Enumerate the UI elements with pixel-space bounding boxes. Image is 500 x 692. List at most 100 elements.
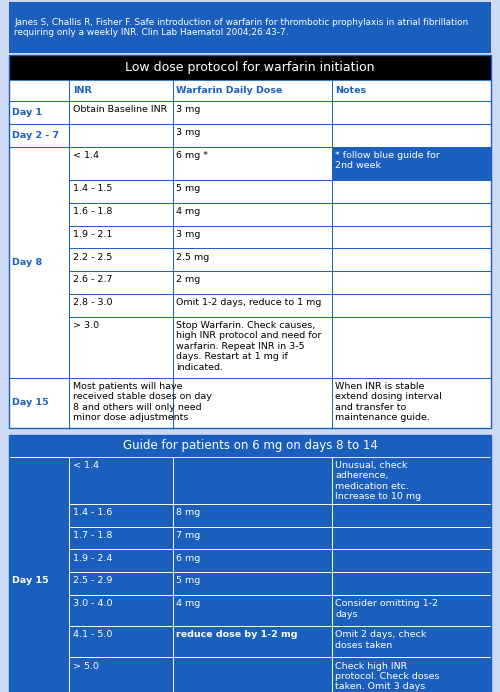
Bar [9, 147, 69, 378]
Bar [173, 271, 332, 294]
Bar [332, 572, 491, 595]
Text: Omit 2 days, check
doses taken: Omit 2 days, check doses taken [336, 630, 427, 650]
Bar [332, 180, 491, 203]
Bar [332, 248, 491, 271]
Text: Day 1: Day 1 [12, 108, 42, 117]
Text: Day 8: Day 8 [12, 257, 43, 267]
Text: 2.5 - 2.9: 2.5 - 2.9 [73, 576, 112, 585]
Bar [332, 378, 491, 428]
Bar [332, 271, 491, 294]
Bar [9, 55, 491, 428]
Text: 2.8 - 3.0: 2.8 - 3.0 [73, 298, 112, 307]
Text: * follow blue guide for
2nd week: * follow blue guide for 2nd week [336, 151, 440, 170]
Bar [69, 101, 173, 124]
Text: 1.4 - 1.6: 1.4 - 1.6 [73, 508, 112, 517]
Bar [332, 626, 491, 657]
Bar [173, 180, 332, 203]
Bar [69, 457, 173, 504]
Bar [69, 80, 173, 101]
Bar [69, 657, 173, 692]
Bar [332, 657, 491, 692]
Bar [9, 457, 69, 692]
Bar [69, 595, 173, 626]
Bar [69, 180, 173, 203]
Bar [173, 101, 332, 124]
Bar [69, 317, 173, 378]
Bar [9, 435, 491, 457]
Bar [9, 80, 69, 101]
Bar [69, 527, 173, 549]
Text: 1.9 - 2.1: 1.9 - 2.1 [73, 230, 112, 239]
Bar [69, 626, 173, 657]
Text: Obtain Baseline INR: Obtain Baseline INR [73, 105, 167, 114]
Bar [332, 317, 491, 378]
Bar [9, 317, 69, 378]
Bar [173, 527, 332, 549]
Bar [173, 572, 332, 595]
Bar [9, 378, 69, 428]
Bar [9, 124, 69, 147]
Bar [69, 124, 173, 147]
Bar [173, 124, 332, 147]
Text: 2.6 - 2.7: 2.6 - 2.7 [73, 275, 112, 284]
Bar [332, 124, 491, 147]
Text: 3 mg: 3 mg [176, 128, 201, 137]
Text: 6 mg *: 6 mg * [176, 151, 208, 160]
Bar [69, 147, 173, 180]
Bar [332, 80, 491, 101]
Text: 1.6 - 1.8: 1.6 - 1.8 [73, 207, 112, 216]
Text: Most patients will have
received stable doses on day
8 and others will only need: Most patients will have received stable … [73, 382, 212, 422]
Bar [69, 626, 173, 657]
Text: INR: INR [73, 86, 92, 95]
Text: 4.1 - 5.0: 4.1 - 5.0 [73, 630, 112, 639]
Text: reduce dose by 1-2 mg: reduce dose by 1-2 mg [176, 630, 298, 639]
Bar [9, 457, 69, 692]
Bar [332, 504, 491, 527]
Bar [173, 248, 332, 271]
Bar [332, 595, 491, 626]
Bar [332, 180, 491, 203]
Text: 5 mg: 5 mg [176, 576, 201, 585]
Bar [69, 203, 173, 226]
Text: 4 mg: 4 mg [176, 207, 201, 216]
Bar [69, 378, 173, 428]
Text: 3.0 - 4.0: 3.0 - 4.0 [73, 599, 112, 608]
Bar [332, 549, 491, 572]
Bar [9, 101, 69, 124]
Text: 1.7 - 1.8: 1.7 - 1.8 [73, 531, 112, 540]
Bar [9, 457, 69, 692]
Bar [69, 124, 173, 147]
Bar [332, 527, 491, 549]
Bar [332, 549, 491, 572]
Bar [69, 271, 173, 294]
Text: 4 mg: 4 mg [176, 599, 201, 608]
Text: 1.9 - 2.4: 1.9 - 2.4 [73, 554, 112, 563]
Bar [173, 226, 332, 248]
Text: 2.5 mg: 2.5 mg [176, 253, 210, 262]
Bar [9, 378, 69, 428]
Bar [173, 147, 332, 180]
Bar [69, 317, 173, 378]
Text: 2 mg: 2 mg [176, 275, 201, 284]
Bar [9, 2, 491, 53]
Bar [332, 124, 491, 147]
Bar [69, 248, 173, 271]
Bar [332, 147, 491, 180]
Bar [173, 595, 332, 626]
Text: 1.4 - 1.5: 1.4 - 1.5 [73, 184, 112, 193]
Bar [173, 317, 332, 378]
Text: Day 15: Day 15 [12, 398, 49, 408]
Bar [173, 180, 332, 203]
Bar [9, 203, 69, 226]
Bar [69, 504, 173, 527]
Bar [173, 657, 332, 692]
Text: 8 mg: 8 mg [176, 508, 201, 517]
Bar [173, 294, 332, 317]
Bar [9, 147, 69, 378]
Bar [9, 147, 69, 378]
Bar [9, 55, 491, 80]
Bar [9, 147, 69, 378]
Bar [173, 549, 332, 572]
Bar [9, 572, 69, 595]
Bar [9, 147, 69, 378]
